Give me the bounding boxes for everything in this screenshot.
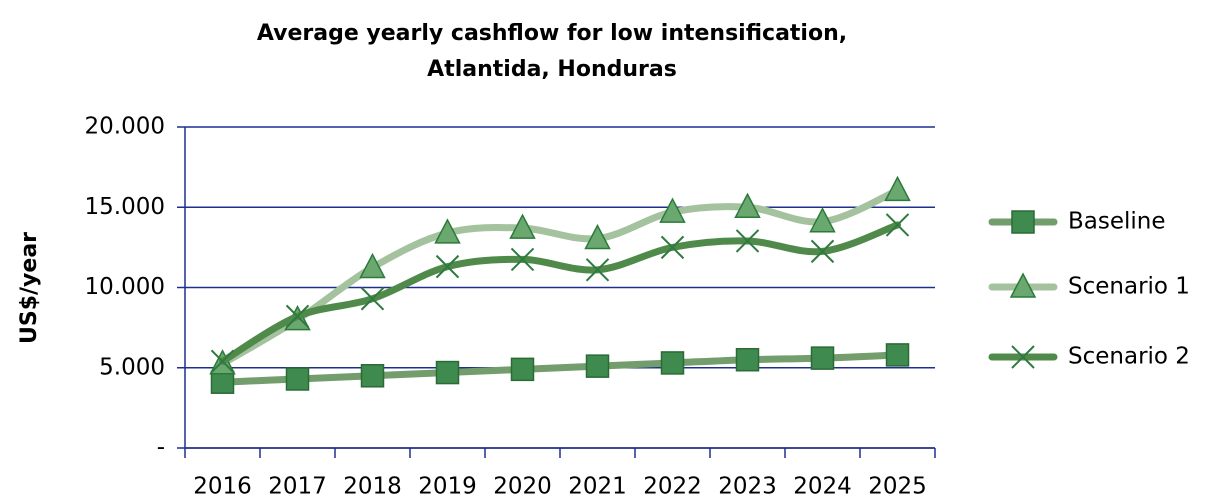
y-tick-label: 20.000 bbox=[85, 114, 165, 140]
legend-label: Scenario 2 bbox=[1068, 344, 1190, 370]
chart-title: Average yearly cashflow for low intensif… bbox=[257, 21, 847, 46]
marker bbox=[585, 258, 610, 282]
series-line bbox=[219, 351, 901, 386]
x-tick-label: 2019 bbox=[418, 474, 477, 497]
marker bbox=[509, 213, 536, 239]
x-tick-label: 2024 bbox=[793, 474, 852, 497]
marker bbox=[360, 287, 385, 311]
marker bbox=[434, 218, 461, 244]
marker bbox=[734, 192, 761, 218]
marker bbox=[285, 304, 310, 329]
marker bbox=[360, 364, 385, 388]
x-tick-label: 2022 bbox=[643, 474, 702, 497]
y-tick-label: 5.000 bbox=[99, 354, 165, 380]
marker bbox=[885, 343, 910, 367]
legend-label: Scenario 1 bbox=[1068, 274, 1190, 300]
marker bbox=[735, 347, 760, 372]
y-tick-label: 10.000 bbox=[85, 274, 165, 300]
series-line bbox=[219, 221, 901, 365]
marker bbox=[584, 223, 611, 250]
marker bbox=[585, 354, 610, 378]
marker bbox=[810, 346, 835, 370]
marker bbox=[210, 370, 235, 394]
chart-title: Atlantida, Honduras bbox=[427, 57, 677, 82]
x-tick-label: 2020 bbox=[493, 474, 552, 497]
marker bbox=[810, 239, 835, 264]
marker bbox=[735, 229, 760, 253]
x-tick-label: 2017 bbox=[268, 474, 327, 497]
x-tick-label: 2025 bbox=[868, 474, 927, 497]
marker bbox=[435, 360, 460, 385]
marker bbox=[210, 349, 235, 374]
marker bbox=[659, 197, 686, 223]
marker bbox=[885, 213, 910, 237]
marker bbox=[285, 367, 310, 391]
legend-marker bbox=[1011, 210, 1035, 234]
legend-label: Baseline bbox=[1068, 209, 1166, 235]
legend-marker bbox=[1009, 272, 1037, 298]
y-axis-label: US$/year bbox=[17, 232, 42, 344]
marker bbox=[884, 175, 911, 202]
y-tick-label: - bbox=[157, 435, 165, 461]
marker bbox=[660, 235, 685, 260]
marker bbox=[435, 254, 460, 279]
x-tick-label: 2023 bbox=[718, 474, 777, 497]
series-line bbox=[219, 186, 901, 368]
marker bbox=[809, 207, 836, 233]
marker bbox=[660, 351, 685, 375]
marker bbox=[510, 357, 535, 382]
x-tick-label: 2021 bbox=[568, 474, 627, 497]
marker bbox=[510, 247, 535, 272]
legend-marker bbox=[1011, 345, 1035, 369]
marker bbox=[359, 252, 386, 279]
x-tick-label: 2016 bbox=[193, 474, 252, 497]
x-tick-label: 2018 bbox=[343, 474, 402, 497]
y-tick-label: 15.000 bbox=[85, 194, 165, 220]
